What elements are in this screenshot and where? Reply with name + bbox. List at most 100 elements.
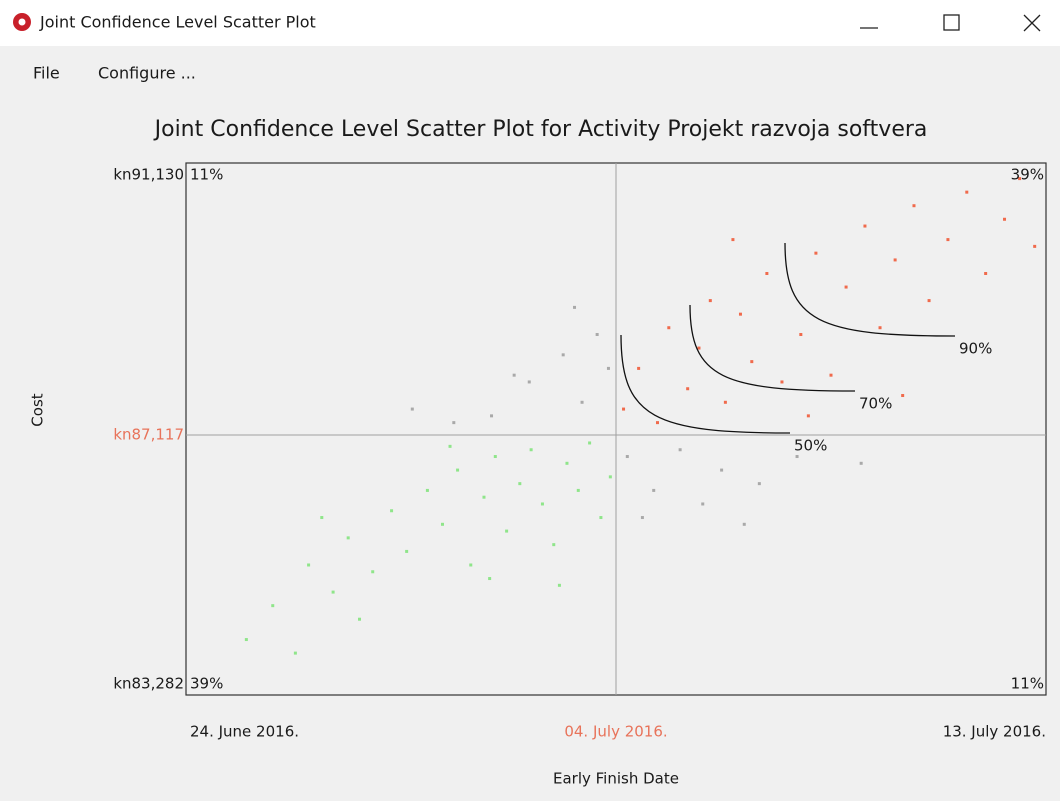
point xyxy=(625,455,629,459)
point xyxy=(780,380,784,384)
point xyxy=(456,468,460,472)
point xyxy=(859,461,863,465)
point xyxy=(320,516,324,520)
point xyxy=(750,360,754,364)
point xyxy=(527,380,531,384)
contour-label: 50% xyxy=(794,437,827,455)
contour-label: 90% xyxy=(959,340,992,358)
point xyxy=(440,522,444,526)
contour-label: 70% xyxy=(859,395,892,413)
quadrant-label: 11% xyxy=(1011,675,1044,693)
point xyxy=(667,326,671,330)
x-tick-label: 24. June 2016. xyxy=(190,723,299,741)
title-bar xyxy=(0,0,1060,46)
point xyxy=(946,238,950,242)
point xyxy=(686,387,690,391)
point xyxy=(878,326,882,330)
point xyxy=(425,488,429,492)
y-axis-label: Cost xyxy=(29,393,47,426)
point xyxy=(640,516,644,520)
point xyxy=(469,563,473,567)
point xyxy=(678,448,682,452)
point xyxy=(984,271,988,275)
point xyxy=(505,529,509,533)
point xyxy=(307,563,311,567)
maximize-button[interactable] xyxy=(943,14,960,31)
point xyxy=(795,455,799,459)
point xyxy=(448,444,452,448)
point xyxy=(606,366,610,370)
point xyxy=(637,366,641,370)
point xyxy=(738,312,742,316)
point xyxy=(965,190,969,194)
point xyxy=(708,299,712,303)
x-tick-label: 04. July 2016. xyxy=(564,723,667,741)
chart-title: Joint Confidence Level Scatter Plot for … xyxy=(153,117,928,142)
point xyxy=(608,475,612,479)
point xyxy=(580,400,584,404)
point xyxy=(697,346,701,350)
point xyxy=(814,251,818,255)
point xyxy=(765,271,769,275)
point xyxy=(844,285,848,289)
contour-line xyxy=(620,334,791,434)
y-tick-label: kn83,282 xyxy=(113,675,184,693)
point xyxy=(731,238,735,242)
point xyxy=(595,333,599,337)
point xyxy=(806,414,810,418)
contour-line xyxy=(784,242,956,337)
point xyxy=(410,407,414,411)
point xyxy=(390,509,394,513)
point xyxy=(799,333,803,337)
point xyxy=(742,522,746,526)
point xyxy=(622,407,626,411)
point xyxy=(346,536,350,540)
app-icon xyxy=(13,13,31,31)
point xyxy=(540,502,544,506)
point xyxy=(490,414,494,418)
point xyxy=(331,590,335,594)
point xyxy=(863,224,867,228)
point xyxy=(901,394,905,398)
quadrant-label: 11% xyxy=(190,166,223,184)
close-button[interactable] xyxy=(1023,14,1041,32)
point xyxy=(482,495,486,499)
x-tick-label: 13. July 2016. xyxy=(943,723,1046,741)
point xyxy=(512,373,516,377)
point xyxy=(599,516,603,520)
point xyxy=(829,373,833,377)
point xyxy=(529,448,533,452)
point xyxy=(576,488,580,492)
point xyxy=(488,577,492,581)
point xyxy=(701,502,705,506)
point xyxy=(1033,244,1037,248)
x-axis-label: Early Finish Date xyxy=(553,770,679,788)
point xyxy=(588,441,592,445)
point xyxy=(405,549,409,553)
point xyxy=(518,482,522,486)
quadrant-label: 39% xyxy=(190,675,223,693)
point xyxy=(493,455,497,459)
point xyxy=(557,583,561,587)
contour-line xyxy=(689,304,856,392)
point xyxy=(271,604,275,608)
point xyxy=(565,461,569,465)
y-tick-label: kn91,130 xyxy=(113,166,184,184)
menu-item[interactable]: Configure ... xyxy=(98,64,196,83)
point xyxy=(912,204,916,208)
point xyxy=(358,617,362,621)
point xyxy=(561,353,565,357)
y-tick-label: kn87,117 xyxy=(113,426,184,444)
point xyxy=(927,299,931,303)
point xyxy=(757,482,761,486)
point xyxy=(452,421,456,425)
quadrant-label: 39% xyxy=(1011,166,1044,184)
point xyxy=(655,421,659,425)
menu-item[interactable]: File xyxy=(33,64,60,83)
point xyxy=(1018,177,1022,181)
point xyxy=(893,258,897,262)
point xyxy=(371,570,375,574)
point xyxy=(720,468,724,472)
